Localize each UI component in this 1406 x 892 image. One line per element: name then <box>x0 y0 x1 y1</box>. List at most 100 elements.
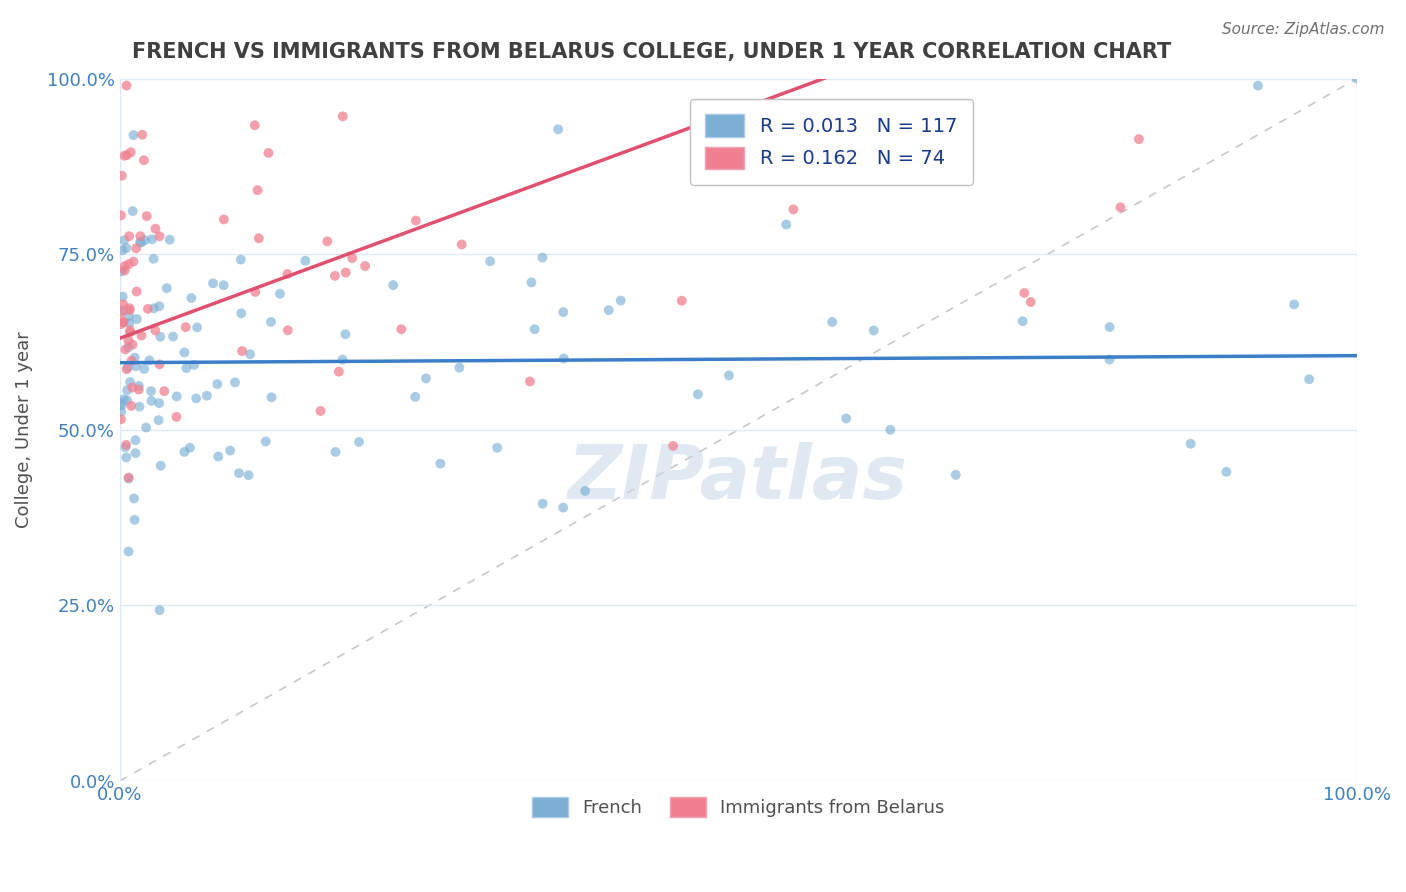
Point <box>479 254 502 268</box>
Point <box>153 384 176 399</box>
Point <box>115 393 138 408</box>
Point <box>671 293 693 308</box>
Point <box>179 441 201 455</box>
Point <box>449 360 471 375</box>
Point <box>117 471 139 485</box>
Point <box>115 383 138 397</box>
Point <box>110 412 132 426</box>
Point <box>112 392 135 407</box>
Point <box>118 303 141 318</box>
Point <box>148 396 170 410</box>
Point <box>112 315 135 329</box>
Point <box>1346 71 1368 86</box>
Point <box>231 306 253 320</box>
Point <box>1128 132 1150 146</box>
Point <box>1215 465 1237 479</box>
Point <box>1109 200 1132 214</box>
Point <box>1011 314 1033 328</box>
Point <box>111 290 134 304</box>
Point <box>239 347 262 361</box>
Point <box>245 285 267 299</box>
Point <box>118 323 141 337</box>
Point <box>389 322 412 336</box>
Point <box>309 404 332 418</box>
Point <box>143 323 166 337</box>
Point <box>125 241 148 255</box>
Point <box>120 325 142 339</box>
Point <box>176 361 198 376</box>
Point <box>1282 297 1305 311</box>
Point <box>117 360 139 375</box>
Y-axis label: College, Under 1 year: College, Under 1 year <box>15 332 32 528</box>
Point <box>132 153 155 168</box>
Point <box>247 231 270 245</box>
Point <box>553 351 575 366</box>
Point <box>128 383 150 397</box>
Point <box>112 315 135 329</box>
Point <box>332 352 354 367</box>
Point <box>142 252 165 266</box>
Point <box>340 251 363 265</box>
Point <box>117 334 139 348</box>
Point <box>128 400 150 414</box>
Point <box>122 128 145 142</box>
Point <box>269 286 291 301</box>
Point <box>120 399 142 413</box>
Point <box>129 235 152 249</box>
Point <box>122 491 145 506</box>
Point <box>219 443 242 458</box>
Text: Source: ZipAtlas.com: Source: ZipAtlas.com <box>1222 22 1385 37</box>
Point <box>598 303 620 318</box>
Point <box>519 375 541 389</box>
Point <box>186 392 208 406</box>
Point <box>121 204 143 219</box>
Point <box>574 483 596 498</box>
Point <box>124 513 146 527</box>
Point <box>531 251 554 265</box>
Point <box>328 365 350 379</box>
Point <box>553 500 575 515</box>
Point <box>782 202 804 217</box>
Point <box>347 434 370 449</box>
Point <box>111 398 134 412</box>
Point <box>111 264 134 278</box>
Point <box>118 309 141 323</box>
Point <box>110 405 132 419</box>
Point <box>325 445 347 459</box>
Point <box>122 254 145 268</box>
Point <box>131 328 153 343</box>
Point <box>354 259 377 273</box>
Point <box>118 316 141 330</box>
Point <box>228 466 250 480</box>
Point <box>686 387 709 401</box>
Point <box>243 118 266 132</box>
Point <box>405 213 427 227</box>
Point <box>316 235 339 249</box>
Text: FRENCH VS IMMIGRANTS FROM BELARUS COLLEGE, UNDER 1 YEAR CORRELATION CHART: FRENCH VS IMMIGRANTS FROM BELARUS COLLEG… <box>132 42 1171 62</box>
Point <box>124 446 146 460</box>
Point <box>148 299 170 313</box>
Point <box>486 441 509 455</box>
Point <box>143 301 166 316</box>
Point <box>207 377 229 392</box>
Point <box>131 128 153 142</box>
Point <box>117 544 139 558</box>
Point <box>862 323 884 337</box>
Point <box>149 329 172 343</box>
Point <box>180 291 202 305</box>
Point <box>276 267 298 281</box>
Point <box>229 252 252 267</box>
Point <box>835 411 858 425</box>
Point <box>115 241 138 255</box>
Point <box>450 237 472 252</box>
Point <box>404 390 426 404</box>
Point <box>165 409 187 424</box>
Point <box>224 376 246 390</box>
Point <box>212 212 235 227</box>
Point <box>110 306 132 320</box>
Point <box>547 122 569 136</box>
Point <box>523 322 546 336</box>
Point <box>141 232 163 246</box>
Point <box>148 229 170 244</box>
Point <box>382 278 405 293</box>
